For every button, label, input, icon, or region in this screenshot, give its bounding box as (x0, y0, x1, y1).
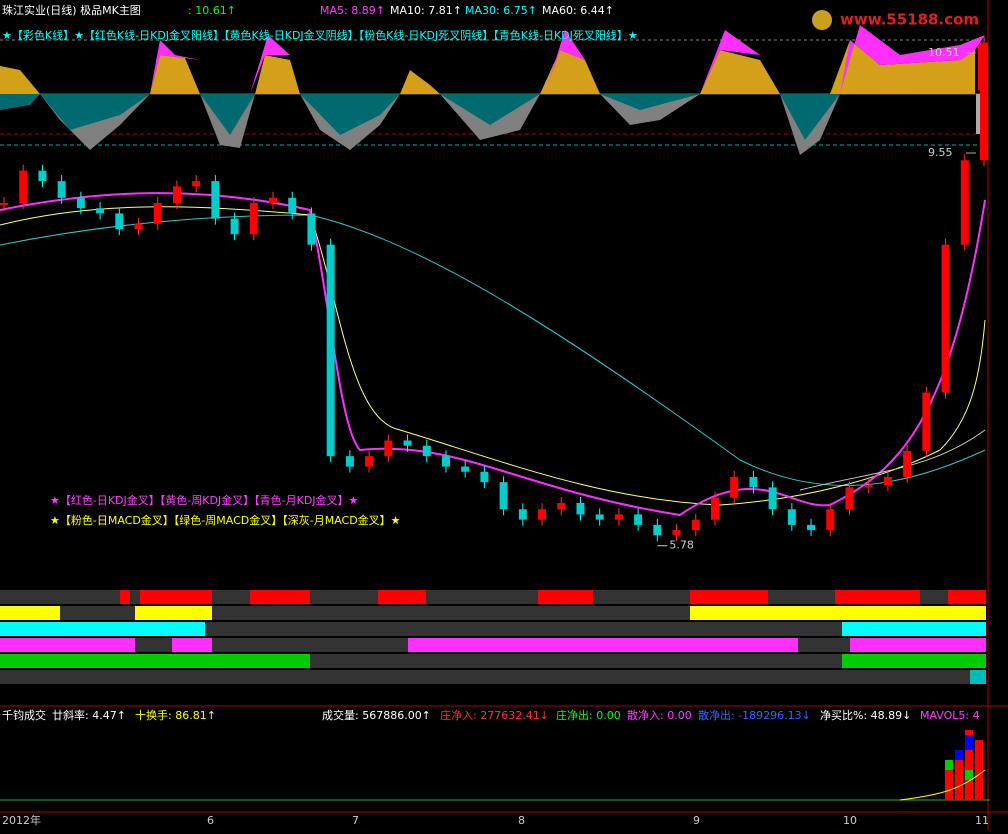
candle (518, 509, 527, 520)
banner: ★【粉色-日MACD金叉】【绿色-周MACD金叉】【深灰-月MACD金叉】★ (50, 513, 401, 527)
volume-stat: 散净出: -189296.13↓ (698, 708, 811, 722)
low-label: 5.78 (669, 539, 694, 552)
volume-stat: 成交量: 567886.00↑ (322, 708, 431, 722)
price: : 10.61↑ (188, 4, 236, 17)
banner: ★【红色-日KDJ金叉】【黄色-周KDJ金叉】【青色-月KDJ金叉】★ (50, 493, 359, 507)
volume-bar (945, 730, 983, 800)
candle (0, 203, 8, 205)
axis-label: 9.55 (928, 146, 953, 159)
candle (864, 485, 873, 488)
candle (38, 170, 47, 182)
title: 珠江实业(日线) 极品MK主图 (2, 3, 141, 17)
candle (499, 482, 508, 510)
ma5: MA5: 8.89↑ (320, 4, 385, 17)
candle (192, 181, 201, 187)
candle (134, 223, 143, 230)
candle (365, 456, 374, 467)
logo: www.55188.com (840, 11, 979, 29)
x-axis-label: 7 (352, 814, 359, 827)
volume-stat: 庄净入: 277632.41↓ (440, 708, 549, 722)
candle (76, 197, 85, 209)
candle (922, 392, 931, 451)
candle (672, 530, 681, 536)
candle (557, 503, 566, 510)
candle (326, 244, 335, 457)
candle (576, 503, 585, 515)
candle (211, 181, 220, 219)
candle (115, 213, 124, 230)
candle (384, 440, 393, 457)
candle (807, 524, 816, 531)
volume-stat: MAVOL5: 4 (920, 709, 980, 722)
candle (538, 509, 547, 520)
candle (903, 450, 912, 477)
candle (826, 509, 835, 531)
candle (653, 524, 662, 536)
x-axis-label: 11 (975, 814, 989, 827)
oscillator-area (0, 40, 975, 94)
candle (749, 476, 758, 488)
volume-stat: 净买比%: 48.89↓ (820, 708, 911, 722)
banner: ★【彩色K线】★【红色K线-日KDJ金叉阳线】【黄色K线-日KDJ金叉阴线】【粉… (2, 28, 638, 42)
axis-label: 10.51 (928, 46, 960, 59)
volume-line (899, 769, 986, 801)
candle (614, 514, 623, 520)
candle (768, 487, 777, 510)
x-axis-label: 10 (843, 814, 857, 827)
candle (345, 456, 354, 467)
oscillator-area (40, 94, 840, 155)
ma-line (799, 429, 986, 491)
candle (172, 186, 181, 203)
candle (941, 244, 950, 393)
candle (307, 213, 316, 245)
candle (595, 514, 604, 520)
x-axis-label: 9 (693, 814, 700, 827)
candle (461, 466, 470, 472)
candle (57, 181, 66, 198)
volume-bar (955, 735, 973, 760)
candle (787, 509, 796, 525)
candle (480, 471, 489, 483)
candle (96, 208, 105, 214)
ma-line (0, 214, 986, 486)
candle (634, 514, 643, 525)
candle (691, 519, 700, 531)
ma10: MA10: 7.81↑ (390, 4, 462, 17)
candle (422, 445, 431, 457)
ma-line (0, 206, 986, 506)
volume-name: 千钧成交 (2, 708, 46, 722)
x-axis-label: 6 (207, 814, 214, 827)
ma30: MA30: 6.75↑ (465, 4, 537, 17)
candle (710, 497, 719, 520)
volume-stat: 散净入: 0.00 (627, 708, 692, 722)
oscillator-area (150, 25, 985, 94)
candle (845, 487, 854, 510)
candle (441, 456, 450, 467)
ma-line (0, 192, 986, 517)
ma60: MA60: 6.44↑ (542, 4, 614, 17)
oscillator-area (0, 94, 840, 140)
volume-stat: 庄净出: 0.00 (556, 708, 621, 722)
x-axis-label: 8 (518, 814, 525, 827)
x-axis-label: 2012年 (2, 813, 41, 827)
volume-bar (945, 760, 973, 780)
candle (883, 476, 892, 486)
candle (249, 203, 258, 235)
candle (153, 203, 162, 224)
signal-strips (0, 590, 986, 684)
candle (980, 42, 988, 161)
candle (269, 197, 278, 203)
volume-stat: 十换手: 86.81↑ (135, 708, 216, 722)
candle (230, 218, 239, 235)
candle (730, 476, 739, 498)
candle (403, 440, 412, 446)
volume-stat: 廿斜率: 4.47↑ (52, 708, 126, 722)
candle (960, 160, 969, 245)
candle (19, 170, 28, 203)
candle (288, 197, 297, 214)
logo-icon (812, 10, 832, 30)
